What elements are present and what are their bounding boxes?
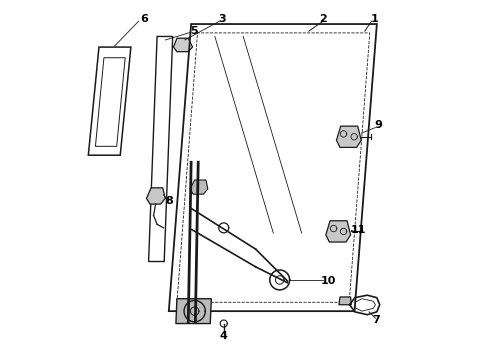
Text: 1: 1 [370, 14, 378, 24]
Text: 9: 9 [374, 120, 382, 130]
Text: 6: 6 [140, 14, 148, 24]
Polygon shape [176, 299, 211, 324]
Polygon shape [339, 297, 351, 305]
Polygon shape [190, 180, 208, 194]
Polygon shape [337, 126, 361, 147]
Text: 2: 2 [319, 14, 327, 24]
Text: 5: 5 [190, 26, 197, 36]
Polygon shape [173, 38, 193, 52]
Text: 4: 4 [220, 331, 228, 341]
Polygon shape [147, 188, 165, 204]
Text: 3: 3 [218, 14, 226, 24]
Polygon shape [326, 221, 351, 242]
Text: 7: 7 [372, 315, 380, 325]
Text: 11: 11 [351, 225, 366, 235]
Text: 10: 10 [320, 276, 336, 286]
Text: 8: 8 [165, 196, 172, 206]
